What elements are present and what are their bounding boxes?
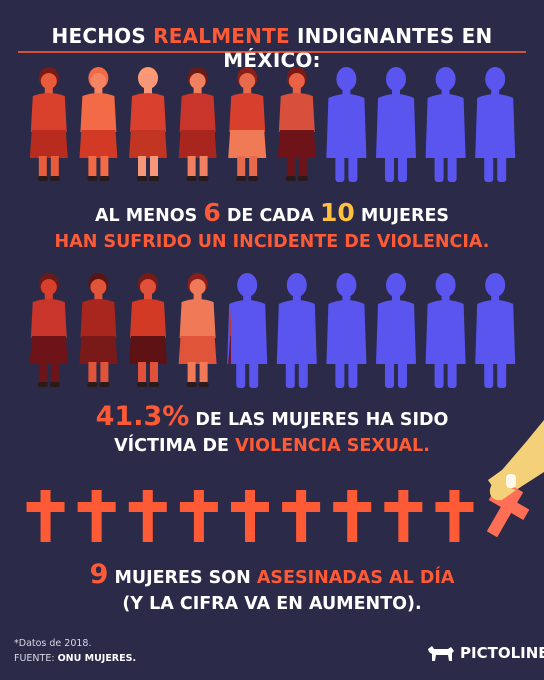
woman-silhouette-icon <box>425 273 466 388</box>
brand-name: PICTOLINE <box>460 644 544 662</box>
footer-source-name: ONU MUJERES. <box>57 653 137 664</box>
woman-figure-icon <box>277 67 316 181</box>
cross-icon <box>435 490 474 542</box>
cross-icon <box>333 490 372 542</box>
bull-logo-icon <box>428 646 454 661</box>
cross-icon <box>26 490 65 542</box>
stat-violence: AL MENOS 6 DE CADA 10 MUJERES HAN SUFRID… <box>0 200 544 255</box>
stat-murders-text-1: MUJERES SON <box>108 568 257 588</box>
woman-figure-icon <box>228 67 267 181</box>
footer: *Datos de 2018. FUENTE: ONU MUJERES. <box>14 636 136 666</box>
stat-sexual-highlight: VIOLENCIA SEXUAL. <box>235 436 430 456</box>
woman-silhouette-icon <box>326 273 367 388</box>
woman-figure-icon <box>228 307 231 364</box>
footer-note: *Datos de 2018. <box>14 638 92 649</box>
women-row-1-figures <box>29 67 516 182</box>
cross-icon <box>384 490 423 542</box>
stat-murders-highlight: ASESINADAS AL DÍA <box>256 568 455 588</box>
stat-violence-line-2: HAN SUFRIDO UN INCIDENTE DE VIOLENCIA. <box>54 232 490 252</box>
page-title: HECHOS REALMENTE INDIGNANTES EN MÉXICO: <box>0 24 544 72</box>
woman-figure-icon <box>178 273 217 387</box>
cross-icon <box>128 490 167 542</box>
stat-sexual-line-2: VÍCTIMA DE VIOLENCIA SEXUAL. <box>0 433 544 459</box>
title-highlight: REALMENTE <box>153 24 290 48</box>
cross-icon <box>179 490 218 542</box>
women-row-1 <box>24 66 520 184</box>
stat-violence-text-c: MUJERES <box>354 206 450 226</box>
woman-silhouette-icon <box>376 273 416 388</box>
woman-silhouette-icon <box>475 273 516 388</box>
woman-figure-icon <box>178 67 217 181</box>
woman-figure-icon <box>29 273 68 387</box>
stat-murders-number: 9 <box>89 559 109 590</box>
stat-violence-line-1: AL MENOS 6 DE CADA 10 MUJERES <box>0 200 544 229</box>
woman-figure-icon <box>129 67 167 181</box>
title-part-1: HECHOS <box>51 24 154 48</box>
woman-silhouette-icon <box>475 67 516 182</box>
stat-sexual-line-1: 41.3% DE LAS MUJERES HA SIDO <box>0 401 544 433</box>
women-row-2 <box>24 272 520 390</box>
stat-murders-line-1: 9 MUJERES SON ASESINADAS AL DÍA <box>0 559 544 591</box>
stat-violence-number-2: 10 <box>320 198 355 227</box>
woman-figure-icon <box>79 67 118 181</box>
stat-violence-text-b: DE CADA <box>220 206 320 226</box>
brand-logo[interactable]: PICTOLINE <box>426 643 544 663</box>
hand-icon <box>456 420 544 550</box>
footer-source-label: FUENTE: <box>14 653 58 664</box>
crosses-figures <box>26 490 474 542</box>
stat-murders: 9 MUJERES SON ASESINADAS AL DÍA (Y LA CI… <box>0 559 544 617</box>
woman-figure-icon <box>29 67 68 181</box>
stat-sexual-text-2: VÍCTIMA DE <box>114 436 236 456</box>
woman-silhouette-icon <box>276 273 317 388</box>
woman-figure-icon <box>129 273 167 387</box>
women-row-2-figures <box>29 273 516 388</box>
partial-woman-figure-icon <box>228 307 231 364</box>
woman-silhouette-icon <box>425 67 466 182</box>
stat-violence-text-a: AL MENOS <box>94 206 204 226</box>
stat-violence-number-1: 6 <box>203 198 221 227</box>
woman-silhouette-icon <box>326 67 367 182</box>
title-underline <box>18 51 526 53</box>
stat-sexual-text-1: DE LAS MUJERES HA SIDO <box>189 410 449 430</box>
cross-icon <box>231 490 269 542</box>
footer-source: FUENTE: ONU MUJERES. <box>14 651 136 666</box>
woman-silhouette-icon <box>376 67 416 182</box>
stat-sexual-percent: 41.3% <box>95 401 190 432</box>
crosses-row <box>20 490 480 542</box>
cross-icon <box>282 490 321 542</box>
cross-icon <box>77 490 116 542</box>
stat-sexual-violence: 41.3% DE LAS MUJERES HA SIDO VÍCTIMA DE … <box>0 401 544 459</box>
stat-murders-line-2: (Y LA CIFRA VA EN AUMENTO). <box>122 594 422 614</box>
woman-figure-icon <box>79 273 118 387</box>
woman-silhouette-icon <box>227 273 268 388</box>
